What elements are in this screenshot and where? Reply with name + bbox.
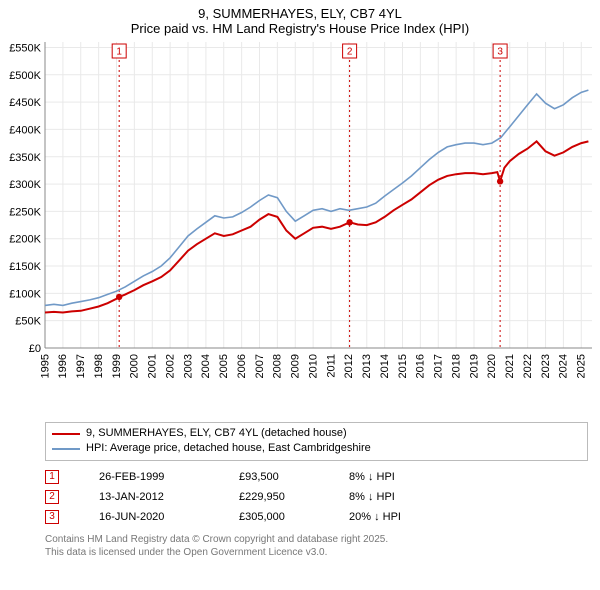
x-tick-label: 2006 <box>236 354 248 378</box>
title-address: 9, SUMMERHAYES, ELY, CB7 4YL <box>0 6 600 21</box>
sales-row: 2 13-JAN-2012£229,9508% ↓ HPI <box>45 487 588 507</box>
sales-price: £93,500 <box>239 471 349 483</box>
legend: 9, SUMMERHAYES, ELY, CB7 4YL (detached h… <box>45 422 588 461</box>
sales-date: 13-JAN-2012 <box>99 491 239 503</box>
x-tick-label: 2014 <box>379 354 391 378</box>
y-tick-label: £100K <box>9 288 41 300</box>
y-tick-label: £200K <box>9 234 41 246</box>
x-tick-label: 1996 <box>57 354 69 378</box>
y-tick-label: £50K <box>15 316 41 328</box>
y-tick-label: £450K <box>9 97 41 109</box>
sales-row: 3 16-JUN-2020£305,00020% ↓ HPI <box>45 507 588 527</box>
legend-item: 9, SUMMERHAYES, ELY, CB7 4YL (detached h… <box>52 426 581 441</box>
marker-number: 3 <box>497 47 503 58</box>
sales-marker: 3 <box>45 510 59 524</box>
x-tick-label: 2008 <box>272 354 284 378</box>
legend-label: 9, SUMMERHAYES, ELY, CB7 4YL (detached h… <box>86 426 347 441</box>
x-tick-label: 1997 <box>75 354 87 378</box>
x-tick-label: 2020 <box>486 354 498 378</box>
x-tick-label: 2021 <box>504 354 516 378</box>
marker-number: 2 <box>347 47 353 58</box>
x-tick-label: 2003 <box>182 354 194 378</box>
marker-number: 1 <box>116 47 122 58</box>
chart-container: 9, SUMMERHAYES, ELY, CB7 4YL Price paid … <box>0 0 600 559</box>
footer: Contains HM Land Registry data © Crown c… <box>45 533 588 559</box>
x-tick-label: 2017 <box>433 354 445 378</box>
y-tick-label: £250K <box>9 206 41 218</box>
x-tick-label: 1995 <box>39 354 51 378</box>
series-hpi <box>45 90 588 305</box>
y-tick-label: £400K <box>9 124 41 136</box>
y-tick-label: £300K <box>9 179 41 191</box>
x-tick-label: 2019 <box>468 354 480 378</box>
y-tick-label: £500K <box>9 70 41 82</box>
x-tick-label: 2005 <box>218 354 230 378</box>
sales-diff: 8% ↓ HPI <box>349 471 499 483</box>
x-tick-label: 2018 <box>450 354 462 378</box>
y-tick-label: £150K <box>9 261 41 273</box>
x-tick-label: 2001 <box>147 354 159 378</box>
chart-area: £0 £50K £100K £150K £200K £250K £300K £350K £400… <box>0 38 600 418</box>
sales-diff: 20% ↓ HPI <box>349 511 499 523</box>
sales-table: 1 26-FEB-1999£93,5008% ↓ HPI 2 13-JAN-2012£… <box>45 467 588 527</box>
legend-swatch <box>52 433 80 435</box>
y-tick-label: £0 <box>29 343 41 355</box>
sales-price: £229,950 <box>239 491 349 503</box>
footer-line2: This data is licensed under the Open Gov… <box>45 546 588 559</box>
sales-marker: 1 <box>45 470 59 484</box>
x-tick-label: 2004 <box>200 354 212 378</box>
x-tick-label: 2000 <box>129 354 141 378</box>
footer-line1: Contains HM Land Registry data © Crown c… <box>45 533 588 546</box>
y-tick-label: £350K <box>9 152 41 164</box>
x-tick-label: 1998 <box>93 354 105 378</box>
x-tick-label: 1999 <box>111 354 123 378</box>
sales-marker: 2 <box>45 490 59 504</box>
x-tick-label: 2016 <box>415 354 427 378</box>
x-tick-label: 2025 <box>576 354 588 378</box>
x-tick-label: 2012 <box>343 354 355 378</box>
legend-label: HPI: Average price, detached house, East… <box>86 441 371 456</box>
x-tick-label: 2009 <box>290 354 302 378</box>
legend-item: HPI: Average price, detached house, East… <box>52 441 581 456</box>
x-tick-label: 2013 <box>361 354 373 378</box>
sales-date: 16-JUN-2020 <box>99 511 239 523</box>
x-tick-label: 2002 <box>164 354 176 378</box>
x-tick-label: 2022 <box>522 354 534 378</box>
x-tick-label: 2023 <box>540 354 552 378</box>
x-tick-label: 2010 <box>307 354 319 378</box>
sales-diff: 8% ↓ HPI <box>349 491 499 503</box>
x-tick-label: 2024 <box>558 354 570 378</box>
sales-date: 26-FEB-1999 <box>99 471 239 483</box>
y-tick-label: £550K <box>9 42 41 54</box>
title-subtitle: Price paid vs. HM Land Registry's House … <box>0 21 600 36</box>
sales-row: 1 26-FEB-1999£93,5008% ↓ HPI <box>45 467 588 487</box>
x-tick-label: 2015 <box>397 354 409 378</box>
title-block: 9, SUMMERHAYES, ELY, CB7 4YL Price paid … <box>0 0 600 38</box>
x-tick-label: 2011 <box>325 354 337 378</box>
sales-price: £305,000 <box>239 511 349 523</box>
legend-swatch <box>52 448 80 450</box>
x-tick-label: 2007 <box>254 354 266 378</box>
chart-svg: £0 £50K £100K £150K £200K £250K £300K £350K £400… <box>0 38 600 418</box>
